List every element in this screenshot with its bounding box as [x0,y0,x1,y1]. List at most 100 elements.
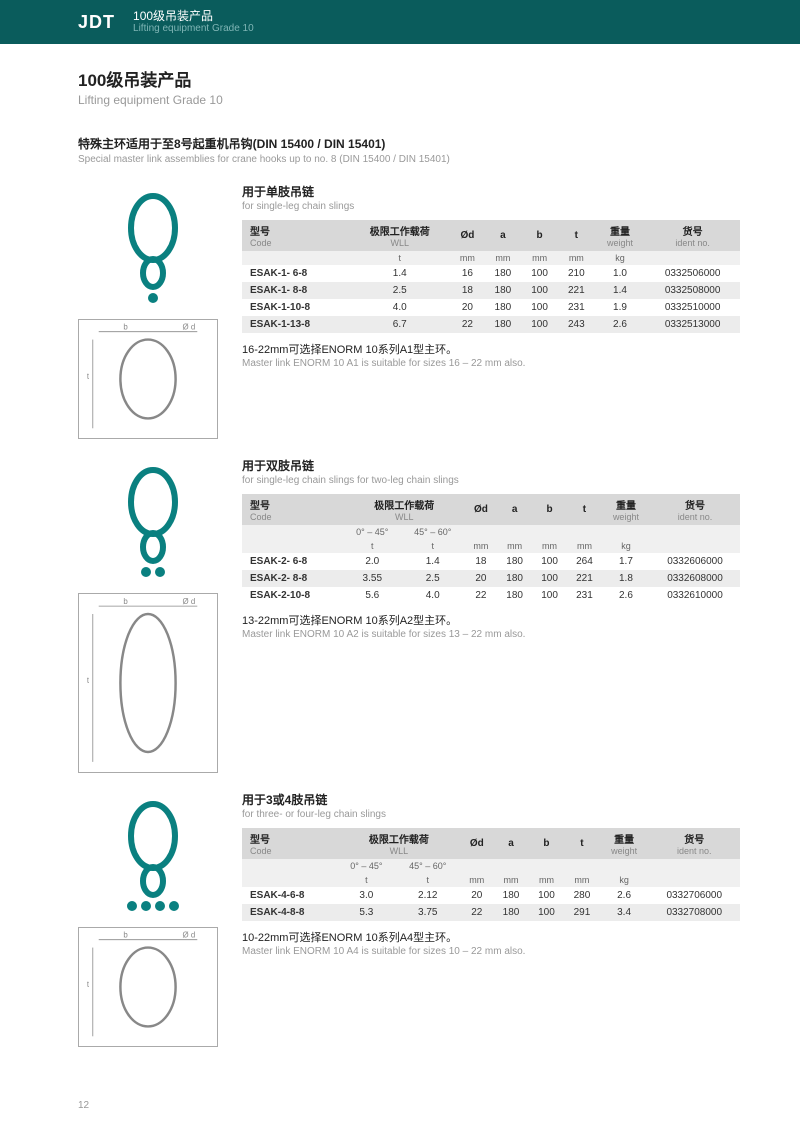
table-header: 型号Code [242,494,344,525]
section-title-en: for single-leg chain slings [242,201,740,212]
section-intro-cn: 特殊主环适用于至8号起重机吊钩(DIN 15400 / DIN 15401) [78,135,740,152]
table-cell: 0332510000 [645,299,740,316]
table-header: t [558,220,595,251]
table-unit: mm [485,251,522,265]
table-unit: mm [558,251,595,265]
table-cell: 180 [497,587,532,604]
table-cell: 20 [465,570,498,587]
table-cell: 3.0 [337,887,395,904]
table-cell: 210 [558,265,595,282]
svg-text:t: t [87,676,90,685]
section-title-cn: 用于双肢吊链 [242,457,740,474]
table-cell: 5.3 [337,904,395,921]
table-cell: 6.7 [349,316,450,333]
table-cell: 0332506000 [645,265,740,282]
table-cell: 264 [567,553,602,570]
table-cell: 2.5 [349,282,450,299]
table-cell: 1.4 [595,282,646,299]
table-unit [645,251,740,265]
table-cell: 1.4 [401,553,465,570]
table-unit: t [349,251,450,265]
table-cell: 0332608000 [650,570,740,587]
svg-text:b: b [123,931,128,940]
table-header: Ød [450,220,484,251]
table-unit: kg [600,873,649,887]
table-cell: 1.9 [595,299,646,316]
table-unit [242,873,337,887]
table-cell: 0332606000 [650,553,740,570]
header-text: 100级吊装产品 Lifting equipment Grade 10 [133,9,254,35]
table-header: Ød [465,494,498,525]
product-image [78,183,228,313]
table-unit: mm [521,251,558,265]
table-unit [242,539,344,553]
table-row: ESAK-1- 6-81.4161801002101.00332506000 [242,265,740,282]
table-cell: 4.0 [401,587,465,604]
table-unit: t [344,539,401,553]
table-cell: 18 [450,282,484,299]
table-cell: 180 [493,904,528,921]
table-cell: 180 [497,553,532,570]
table-cell: 100 [532,553,567,570]
table-cell: 243 [558,316,595,333]
section-block: b Ø d t 用于3或4肢吊链 for three- or four-leg … [78,791,740,1047]
table-cell: 100 [521,282,558,299]
table-cell: ESAK-2- 8-8 [242,570,344,587]
table-unit: mm [497,539,532,553]
section-title-cn: 用于3或4肢吊链 [242,791,740,808]
table-header: 型号Code [242,220,349,251]
table-header: b [521,220,558,251]
header-title-cn: 100级吊装产品 [133,9,254,23]
table-subheader: 45° – 60° [401,525,465,539]
right-column: 用于双肢吊链 for single-leg chain slings for t… [242,457,740,773]
table-header: 极限工作载荷WLL [344,494,465,525]
table-cell: 180 [493,887,528,904]
table-subheader: 45° – 60° [395,859,460,873]
svg-text:b: b [123,323,128,332]
table-unit: kg [602,539,650,553]
table-cell: 0332708000 [649,904,740,921]
content: 100级吊装产品 Lifting equipment Grade 10 特殊主环… [0,44,800,1047]
table-unit: t [401,539,465,553]
table-cell: 3.55 [344,570,401,587]
table-cell: ESAK-1- 8-8 [242,282,349,299]
table-unit: mm [564,873,599,887]
section-block: b Ø d t 用于双肢吊链 for single-leg chain slin… [78,457,740,773]
table-cell: 4.0 [349,299,450,316]
table-cell: 16 [450,265,484,282]
table-header: a [493,828,528,859]
left-column: b Ø d t [78,183,228,439]
left-column: b Ø d t [78,457,228,773]
table-header: a [485,220,522,251]
table-cell: ESAK-2- 6-8 [242,553,344,570]
page-title-en: Lifting equipment Grade 10 [78,93,740,107]
table-header: 重量weight [602,494,650,525]
table-unit: t [337,873,395,887]
spec-table: 型号Code极限工作载荷WLLØdabt重量weight货号ident no.t… [242,220,740,333]
note-cn: 10-22mm可选择ENORM 10系列A4型主环。 [242,929,740,945]
section-title-en: for single-leg chain slings for two-leg … [242,475,740,486]
table-cell: 1.7 [602,553,650,570]
table-cell: 2.6 [595,316,646,333]
table-cell: 100 [529,904,564,921]
table-cell: 180 [485,316,522,333]
table-cell: 2.0 [344,553,401,570]
table-header: 重量weight [600,828,649,859]
table-header: Ød [460,828,493,859]
table-cell: 22 [450,316,484,333]
table-cell: 18 [465,553,498,570]
table-cell: 180 [485,299,522,316]
table-cell: 1.4 [349,265,450,282]
table-cell: 1.8 [602,570,650,587]
table-cell: 20 [450,299,484,316]
table-cell: 221 [567,570,602,587]
table-cell: 0332706000 [649,887,740,904]
table-header: t [567,494,602,525]
section-title-en: for three- or four-leg chain slings [242,809,740,820]
table-cell: 22 [460,904,493,921]
table-unit: mm [567,539,602,553]
table-cell: 100 [532,570,567,587]
table-subheader: 0° – 45° [344,525,401,539]
table-row: ESAK-2-10-85.64.0221801002312.6033261000… [242,587,740,604]
table-cell: 20 [460,887,493,904]
